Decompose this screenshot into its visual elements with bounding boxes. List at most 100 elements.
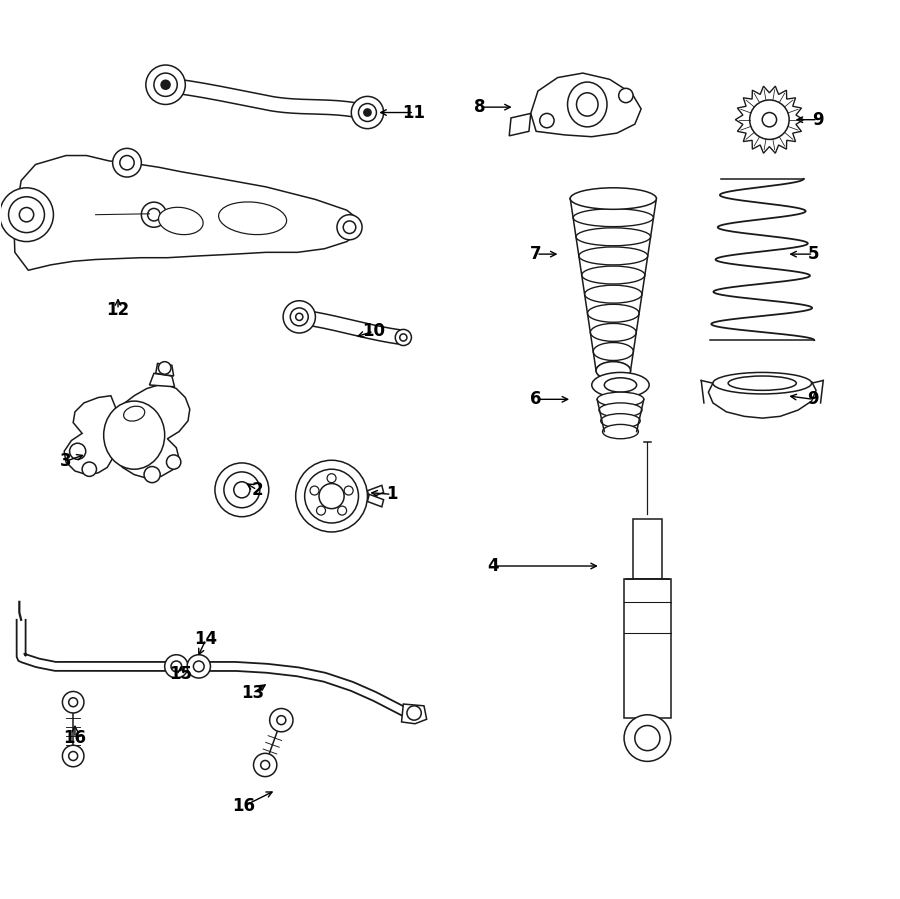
- Ellipse shape: [577, 93, 598, 116]
- Ellipse shape: [576, 227, 651, 245]
- Text: 11: 11: [402, 103, 426, 121]
- Polygon shape: [367, 485, 383, 498]
- Circle shape: [400, 334, 407, 341]
- Circle shape: [261, 761, 270, 770]
- Circle shape: [148, 209, 160, 221]
- Ellipse shape: [123, 406, 145, 421]
- Circle shape: [69, 443, 86, 459]
- Text: 9: 9: [807, 390, 819, 408]
- Circle shape: [161, 80, 170, 89]
- Circle shape: [327, 474, 336, 483]
- Polygon shape: [509, 113, 531, 136]
- Circle shape: [634, 725, 660, 751]
- Ellipse shape: [604, 378, 636, 392]
- Ellipse shape: [104, 401, 165, 469]
- Text: 5: 5: [807, 245, 819, 263]
- Circle shape: [165, 654, 188, 678]
- Ellipse shape: [158, 208, 203, 235]
- Ellipse shape: [588, 305, 639, 322]
- Ellipse shape: [593, 343, 634, 360]
- Circle shape: [171, 661, 182, 672]
- Polygon shape: [156, 363, 174, 376]
- Circle shape: [351, 96, 383, 129]
- Text: 14: 14: [194, 630, 218, 648]
- Ellipse shape: [585, 285, 642, 303]
- Ellipse shape: [581, 266, 645, 284]
- Circle shape: [154, 73, 177, 96]
- Ellipse shape: [713, 372, 812, 394]
- Ellipse shape: [597, 392, 644, 406]
- Circle shape: [62, 745, 84, 767]
- Circle shape: [68, 698, 77, 707]
- Polygon shape: [16, 619, 412, 719]
- Text: 16: 16: [64, 729, 86, 747]
- Ellipse shape: [596, 361, 631, 379]
- Circle shape: [9, 197, 44, 233]
- Ellipse shape: [571, 188, 656, 209]
- Circle shape: [158, 361, 171, 374]
- Circle shape: [82, 462, 96, 476]
- Circle shape: [19, 208, 33, 222]
- Circle shape: [146, 65, 185, 104]
- Circle shape: [0, 188, 53, 242]
- Circle shape: [310, 486, 319, 495]
- Text: 2: 2: [251, 481, 263, 499]
- Circle shape: [540, 113, 554, 128]
- Circle shape: [337, 215, 362, 240]
- Circle shape: [62, 691, 84, 713]
- Circle shape: [358, 103, 376, 121]
- Circle shape: [291, 307, 308, 325]
- Circle shape: [338, 506, 346, 515]
- Polygon shape: [401, 704, 427, 724]
- Circle shape: [344, 486, 353, 495]
- Circle shape: [120, 156, 134, 170]
- Circle shape: [319, 484, 344, 509]
- Circle shape: [215, 463, 269, 517]
- Text: 10: 10: [362, 322, 385, 340]
- Bar: [624, 580, 670, 718]
- Circle shape: [407, 706, 421, 720]
- Polygon shape: [531, 73, 641, 137]
- Polygon shape: [299, 310, 404, 344]
- Circle shape: [144, 467, 160, 483]
- Circle shape: [112, 148, 141, 177]
- Circle shape: [234, 482, 250, 498]
- Text: 13: 13: [241, 684, 265, 702]
- Polygon shape: [14, 156, 360, 271]
- Circle shape: [187, 654, 211, 678]
- Text: 16: 16: [232, 797, 255, 815]
- Text: 1: 1: [386, 485, 398, 503]
- Text: 7: 7: [530, 245, 542, 263]
- Circle shape: [750, 100, 789, 139]
- Circle shape: [224, 472, 260, 508]
- Bar: [633, 519, 662, 580]
- Ellipse shape: [596, 361, 631, 379]
- Ellipse shape: [573, 209, 653, 227]
- Ellipse shape: [598, 403, 642, 417]
- Text: 12: 12: [106, 300, 130, 318]
- Text: 4: 4: [487, 557, 499, 575]
- Polygon shape: [367, 494, 383, 507]
- Text: 6: 6: [530, 390, 542, 408]
- Ellipse shape: [579, 247, 648, 265]
- Ellipse shape: [571, 190, 656, 208]
- Circle shape: [277, 716, 286, 725]
- Circle shape: [254, 753, 277, 777]
- Circle shape: [304, 469, 358, 523]
- Polygon shape: [149, 373, 175, 387]
- Circle shape: [624, 715, 670, 761]
- Polygon shape: [735, 86, 804, 153]
- Ellipse shape: [592, 372, 649, 397]
- Circle shape: [141, 202, 166, 227]
- Circle shape: [296, 460, 367, 532]
- Text: 8: 8: [474, 98, 485, 116]
- Ellipse shape: [590, 324, 636, 342]
- Ellipse shape: [600, 414, 640, 428]
- Circle shape: [166, 455, 181, 469]
- Circle shape: [364, 109, 371, 116]
- Circle shape: [317, 506, 326, 515]
- Polygon shape: [64, 385, 190, 478]
- Ellipse shape: [219, 202, 286, 235]
- Ellipse shape: [728, 376, 796, 390]
- Ellipse shape: [568, 82, 607, 127]
